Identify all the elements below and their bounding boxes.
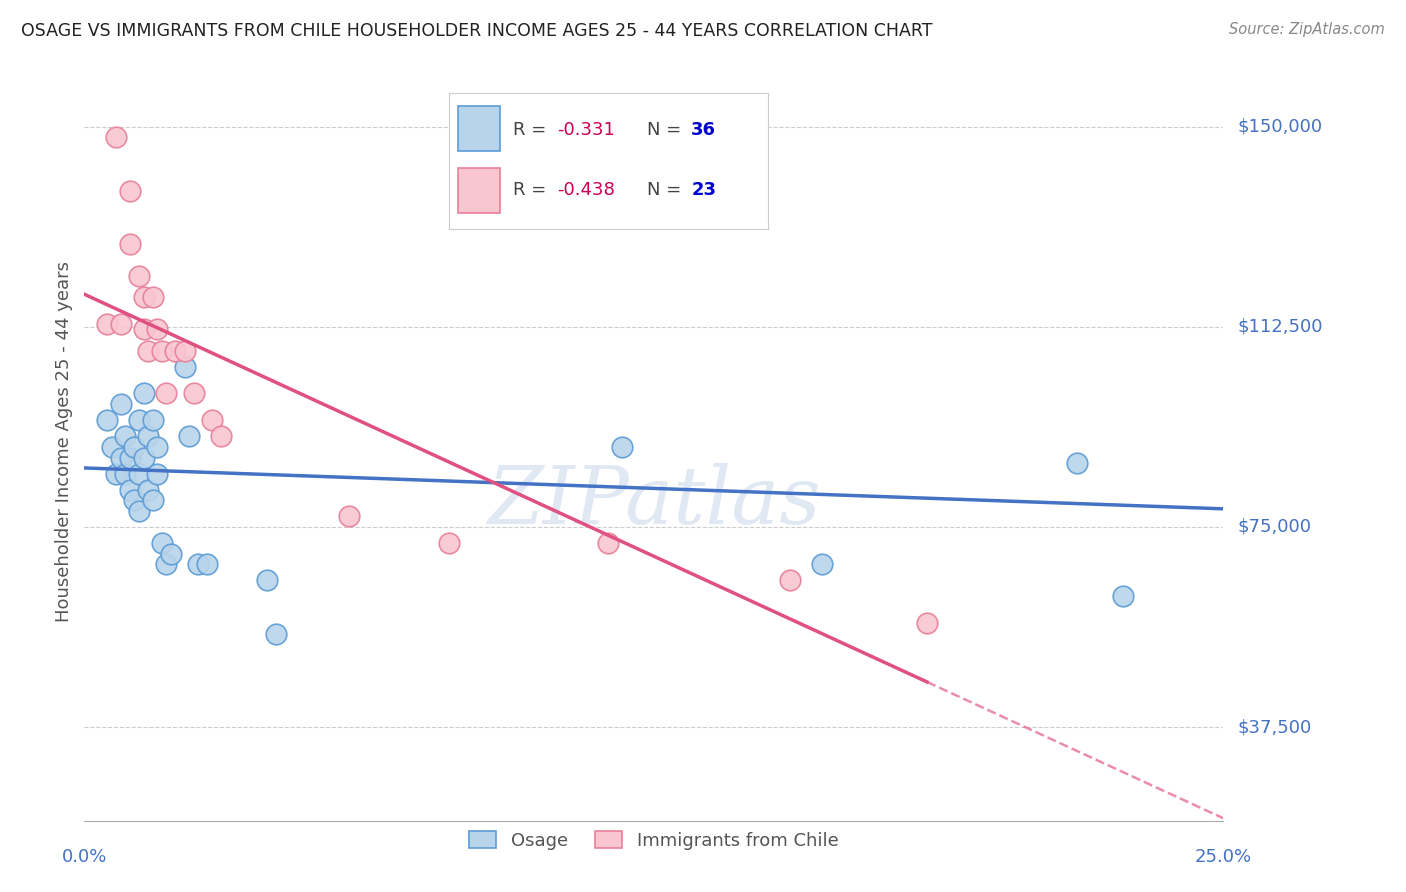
Point [142, 413, 165, 427]
Point [779, 574, 801, 588]
Point [256, 574, 278, 588]
Text: $37,500: $37,500 [1237, 718, 1312, 736]
Text: $112,500: $112,500 [1237, 318, 1323, 335]
Text: 25.0%: 25.0% [1195, 848, 1251, 866]
Point [915, 616, 938, 631]
Point [610, 440, 633, 454]
Point [437, 536, 460, 550]
Point [146, 467, 169, 481]
Point [155, 558, 177, 572]
Point [1112, 590, 1135, 604]
Point [100, 440, 122, 454]
Point [105, 467, 128, 481]
Point [520, 146, 543, 161]
Point [114, 467, 136, 481]
Point [146, 322, 169, 336]
Point [179, 429, 201, 443]
Point [128, 504, 150, 518]
Point [124, 440, 146, 454]
Point [146, 440, 169, 454]
Y-axis label: Householder Income Ages 25 - 44 years: Householder Income Ages 25 - 44 years [55, 261, 73, 622]
Text: 0.0%: 0.0% [62, 848, 107, 866]
Point [136, 483, 159, 497]
Point [118, 184, 141, 198]
Point [165, 343, 187, 358]
Point [136, 429, 159, 443]
Point [132, 290, 155, 304]
Point [195, 558, 218, 572]
Point [128, 413, 150, 427]
Point [142, 493, 165, 508]
Point [155, 386, 177, 401]
Point [598, 536, 620, 550]
Point [110, 317, 132, 331]
Point [150, 536, 173, 550]
Point [105, 130, 128, 145]
Text: $75,000: $75,000 [1237, 518, 1312, 536]
Point [132, 322, 155, 336]
Point [337, 509, 360, 524]
Point [264, 626, 287, 640]
Text: ZIPatlas: ZIPatlas [486, 464, 821, 541]
Point [811, 558, 834, 572]
Text: OSAGE VS IMMIGRANTS FROM CHILE HOUSEHOLDER INCOME AGES 25 - 44 YEARS CORRELATION: OSAGE VS IMMIGRANTS FROM CHILE HOUSEHOLD… [21, 22, 932, 40]
Legend: Osage, Immigrants from Chile: Osage, Immigrants from Chile [463, 824, 845, 857]
Point [118, 237, 141, 252]
Point [136, 343, 159, 358]
Point [128, 268, 150, 283]
Point [96, 413, 118, 427]
Point [128, 467, 150, 481]
Point [1066, 456, 1088, 470]
Point [142, 290, 165, 304]
Point [173, 343, 195, 358]
Point [132, 450, 155, 465]
Point [110, 450, 132, 465]
Point [160, 547, 183, 561]
Point [118, 483, 141, 497]
Point [183, 386, 205, 401]
Point [110, 397, 132, 411]
Point [114, 429, 136, 443]
Point [96, 317, 118, 331]
Point [209, 429, 232, 443]
Point [187, 558, 209, 572]
Point [201, 413, 224, 427]
Point [132, 386, 155, 401]
Point [173, 359, 195, 374]
Text: $150,000: $150,000 [1237, 118, 1322, 136]
Point [118, 450, 141, 465]
Point [150, 343, 173, 358]
Point [124, 493, 146, 508]
Text: Source: ZipAtlas.com: Source: ZipAtlas.com [1229, 22, 1385, 37]
